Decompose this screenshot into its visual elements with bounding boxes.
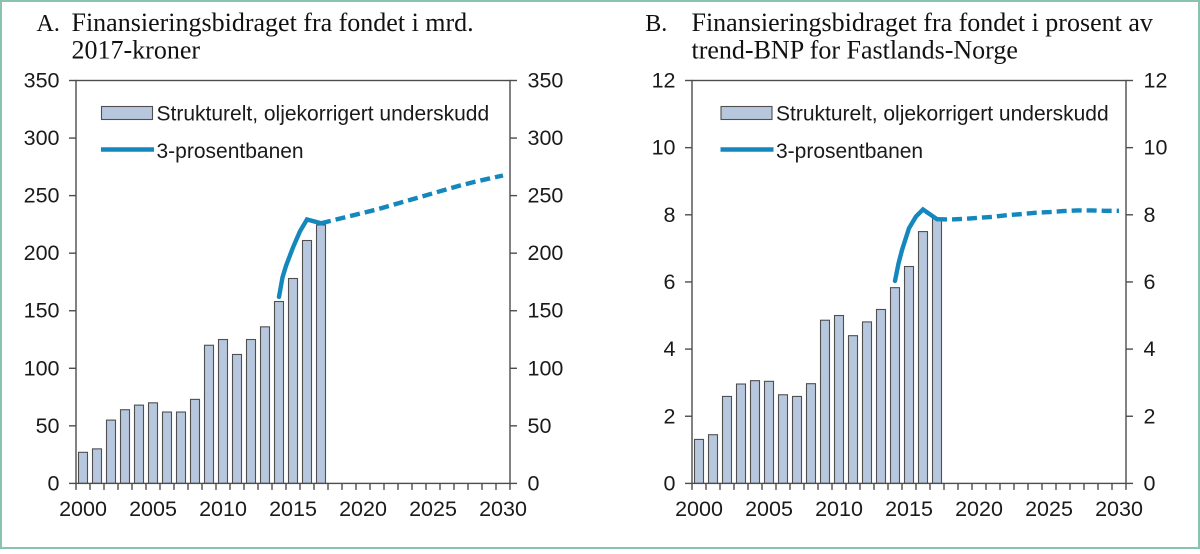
svg-text:2015: 2015 — [269, 497, 317, 521]
svg-text:0: 0 — [48, 471, 60, 495]
svg-text:2000: 2000 — [675, 497, 723, 521]
svg-text:3-prosentbanen: 3-prosentbanen — [157, 140, 304, 163]
svg-text:2010: 2010 — [199, 497, 247, 521]
svg-text:50: 50 — [36, 414, 60, 438]
svg-text:2: 2 — [664, 404, 676, 428]
svg-text:B.: B. — [645, 11, 667, 37]
svg-text:100: 100 — [528, 356, 564, 380]
svg-text:300: 300 — [528, 126, 564, 150]
svg-text:150: 150 — [528, 299, 564, 323]
svg-text:2015: 2015 — [885, 497, 933, 521]
svg-text:Finansieringsbidraget fra fond: Finansieringsbidraget fra fondet i mrd. — [72, 8, 474, 37]
svg-text:150: 150 — [24, 299, 60, 323]
svg-text:10: 10 — [652, 136, 676, 160]
svg-text:2020: 2020 — [955, 497, 1003, 521]
svg-text:2: 2 — [1144, 404, 1156, 428]
svg-text:Finansieringsbidraget fra fond: Finansieringsbidraget fra fondet i prose… — [692, 8, 1153, 37]
svg-text:250: 250 — [24, 184, 60, 208]
svg-text:350: 350 — [528, 69, 564, 93]
svg-text:trend-BNP for Fastlands-Norge: trend-BNP for Fastlands-Norge — [692, 36, 1018, 65]
svg-text:2005: 2005 — [129, 497, 177, 521]
svg-text:2005: 2005 — [745, 497, 793, 521]
svg-text:2017-kroner: 2017-kroner — [72, 36, 201, 65]
svg-text:4: 4 — [1144, 337, 1156, 361]
svg-text:8: 8 — [1144, 203, 1156, 227]
svg-text:250: 250 — [528, 184, 564, 208]
svg-text:Strukturelt, oljekorrigert und: Strukturelt, oljekorrigert underskudd — [157, 103, 490, 126]
svg-text:2030: 2030 — [1095, 497, 1143, 521]
svg-text:2010: 2010 — [815, 497, 863, 521]
svg-text:0: 0 — [664, 471, 676, 495]
svg-text:6: 6 — [664, 270, 676, 294]
svg-text:8: 8 — [664, 203, 676, 227]
svg-text:10: 10 — [1144, 136, 1168, 160]
svg-text:2000: 2000 — [59, 497, 107, 521]
svg-text:A.: A. — [37, 11, 60, 37]
svg-text:200: 200 — [24, 241, 60, 265]
svg-text:12: 12 — [652, 69, 676, 93]
svg-text:350: 350 — [24, 69, 60, 93]
svg-text:2030: 2030 — [479, 497, 527, 521]
svg-text:100: 100 — [24, 356, 60, 380]
svg-text:300: 300 — [24, 126, 60, 150]
svg-text:50: 50 — [528, 414, 552, 438]
svg-text:2025: 2025 — [1025, 497, 1073, 521]
svg-text:2020: 2020 — [339, 497, 387, 521]
svg-text:4: 4 — [664, 337, 676, 361]
svg-text:0: 0 — [528, 471, 540, 495]
svg-text:0: 0 — [1144, 471, 1156, 495]
svg-text:6: 6 — [1144, 270, 1156, 294]
svg-text:3-prosentbanen: 3-prosentbanen — [776, 140, 923, 163]
svg-text:200: 200 — [528, 241, 564, 265]
svg-text:12: 12 — [1144, 69, 1168, 93]
svg-text:Strukturelt, oljekorrigert und: Strukturelt, oljekorrigert underskudd — [776, 103, 1109, 126]
svg-text:2025: 2025 — [409, 497, 457, 521]
